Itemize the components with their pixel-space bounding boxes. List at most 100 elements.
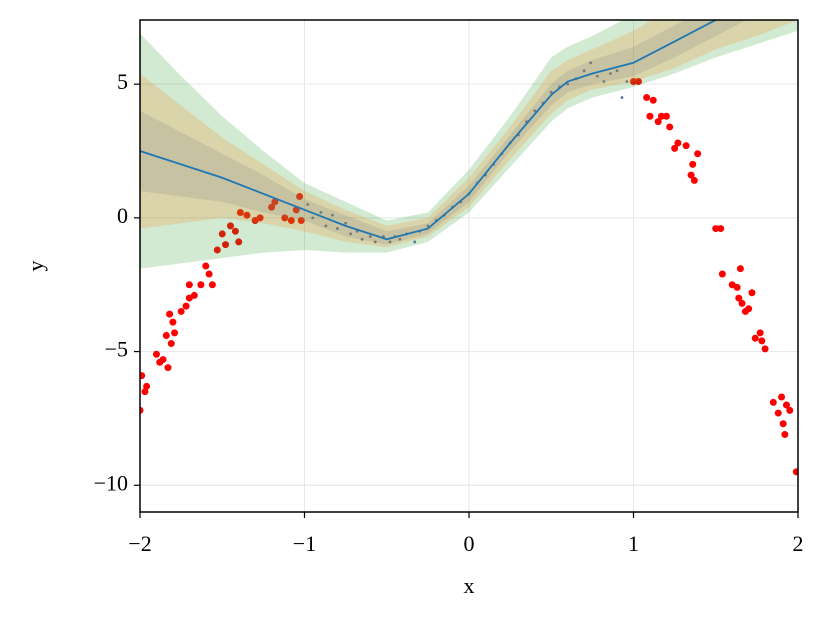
scatter-point xyxy=(745,305,753,313)
scatter-point xyxy=(236,209,244,217)
scatter-point xyxy=(778,393,786,401)
scatter-point xyxy=(226,222,234,230)
scatter-point xyxy=(717,225,725,233)
scatter-point xyxy=(152,350,160,358)
scatter-point xyxy=(694,150,702,158)
scatter-point xyxy=(141,388,149,396)
scatter-point xyxy=(712,225,720,233)
x-tick-label: 0 xyxy=(464,531,475,556)
scatter-point xyxy=(331,213,334,217)
scatter-point xyxy=(388,240,392,244)
scatter-point xyxy=(769,398,777,406)
scatter-point xyxy=(758,337,766,345)
scatter-point xyxy=(162,332,170,340)
scatter-point xyxy=(687,171,695,179)
scatter-point xyxy=(779,420,787,428)
scatter-point xyxy=(169,318,177,326)
scatter-point xyxy=(398,237,402,241)
scatter-point xyxy=(287,217,295,225)
scatter-point xyxy=(349,232,352,236)
scatter-point xyxy=(646,112,654,120)
scatter-point xyxy=(735,294,743,302)
scatter-point xyxy=(231,227,239,235)
scatter-point xyxy=(756,329,764,337)
scatter-point xyxy=(140,406,144,414)
scatter-point xyxy=(166,310,174,318)
mean-line xyxy=(140,20,718,241)
scatter-point xyxy=(256,214,264,222)
scatter-point xyxy=(582,69,586,73)
scatter-point xyxy=(682,142,690,150)
y-tick-label: 5 xyxy=(117,69,128,94)
scatter-point xyxy=(671,144,679,152)
x-tick-label: −1 xyxy=(293,531,316,556)
scatter-point xyxy=(657,112,665,120)
scatter-point xyxy=(190,291,198,299)
scatter-point xyxy=(595,74,599,78)
scatter-point xyxy=(140,372,146,380)
scatter-point xyxy=(218,230,226,238)
y-tick-label: −10 xyxy=(94,470,128,495)
scatter-point xyxy=(368,235,372,238)
scatter-point xyxy=(185,281,193,289)
scatter-point xyxy=(774,409,782,417)
scatter-point xyxy=(674,139,682,147)
scatter-point xyxy=(177,307,185,315)
scatter-point xyxy=(566,82,570,86)
uncertainty-band xyxy=(140,20,798,248)
scatter-point xyxy=(171,329,179,337)
x-tick-label: 1 xyxy=(628,531,639,556)
scatter-point xyxy=(666,123,674,131)
scatter-point xyxy=(649,96,657,104)
scatter-point xyxy=(213,246,221,254)
scatter-point xyxy=(243,211,251,219)
scatter-point xyxy=(689,160,697,168)
scatter-point xyxy=(718,270,726,278)
x-tick-label: 2 xyxy=(793,531,804,556)
scatter-point xyxy=(736,265,744,273)
y-tick-label: 0 xyxy=(117,203,128,228)
scatter-point xyxy=(738,299,746,307)
scatter-point xyxy=(748,289,756,297)
scatter-point xyxy=(654,118,662,126)
scatter-point xyxy=(625,80,629,83)
scatter-point xyxy=(602,80,606,83)
scatter-point xyxy=(205,270,213,278)
scatter-point xyxy=(197,281,205,289)
scatter-point xyxy=(235,238,243,246)
scatter-point xyxy=(630,78,637,85)
scatter-point xyxy=(426,224,430,228)
scatter-point xyxy=(360,237,364,241)
scatter-point xyxy=(615,69,619,73)
scatter-point xyxy=(792,468,798,476)
scatter-point xyxy=(208,281,216,289)
scatter-point xyxy=(533,109,537,113)
scatter-point xyxy=(143,382,151,390)
scatter-point xyxy=(662,112,670,120)
scatter-point xyxy=(634,78,642,85)
x-axis-label: x xyxy=(464,573,475,598)
scatter-point xyxy=(620,96,624,99)
scatter-point xyxy=(373,240,377,244)
scatter-point xyxy=(222,241,230,249)
scatter-point xyxy=(311,216,315,220)
scatter-point xyxy=(167,340,175,348)
scatter-point xyxy=(344,221,348,225)
scatter-point xyxy=(336,227,339,230)
scatter-point xyxy=(281,214,289,222)
scatter-point xyxy=(761,345,769,353)
scatter-point xyxy=(589,61,593,65)
x-tick-label: −2 xyxy=(128,531,151,556)
scatter-point xyxy=(643,94,651,102)
scatter-point xyxy=(182,302,190,310)
scatter-point xyxy=(733,283,741,291)
scatter-point xyxy=(296,192,304,200)
scatter-point xyxy=(751,334,759,342)
scatter-point xyxy=(297,217,305,225)
scatter-point xyxy=(319,211,323,214)
scatter-point xyxy=(781,430,789,438)
scatter-point xyxy=(609,72,612,75)
scatter-point xyxy=(690,176,698,184)
scatter-point xyxy=(324,224,328,228)
